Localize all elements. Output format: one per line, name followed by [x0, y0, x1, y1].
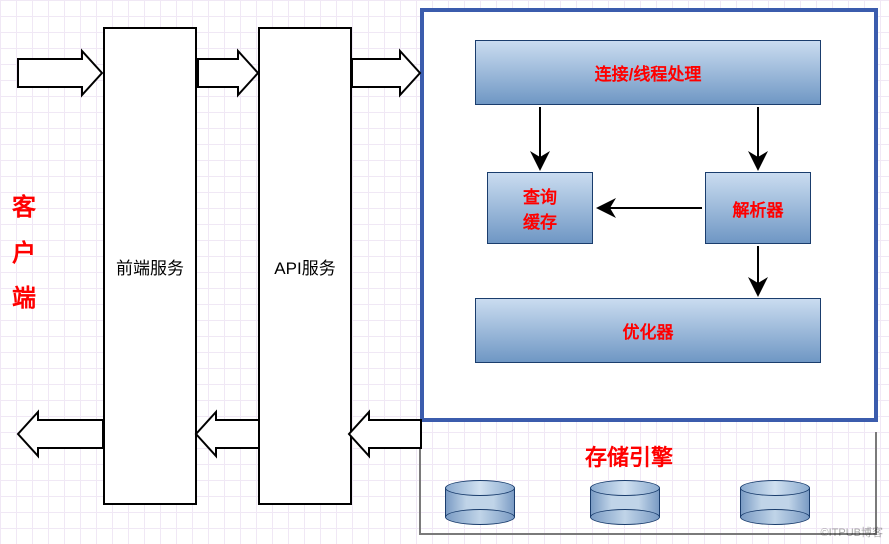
storage-cylinder-2: [590, 480, 660, 525]
storage-cylinder-1: [445, 480, 515, 525]
storage-cylinder-3: [740, 480, 810, 525]
thin-arrows-layer: [0, 0, 889, 544]
watermark: ©ITPUB博客: [821, 524, 884, 540]
storage-engine-label: 存储引擎: [585, 440, 673, 472]
